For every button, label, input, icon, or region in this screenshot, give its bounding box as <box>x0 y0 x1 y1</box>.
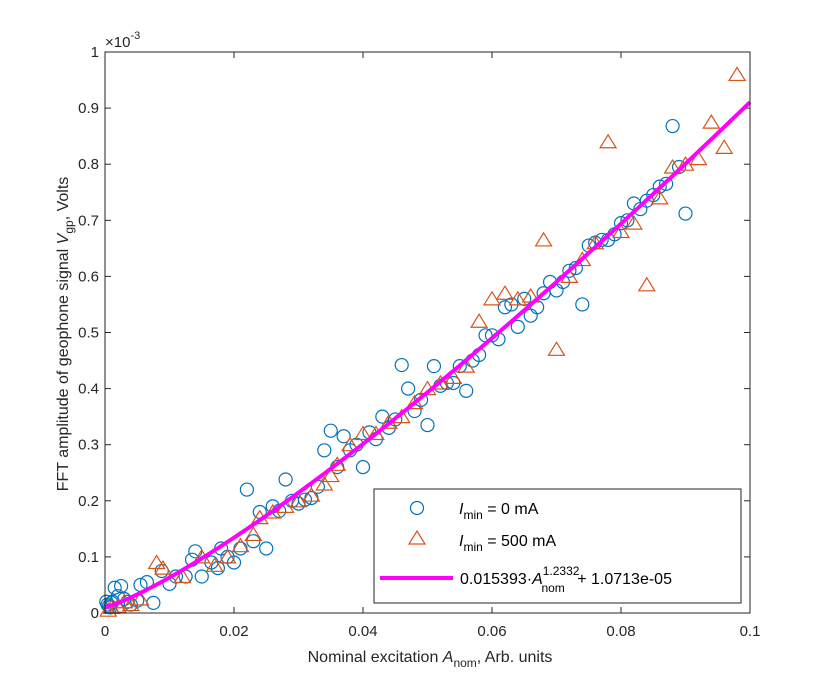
data-point-circle <box>114 578 129 594</box>
data-point-triangle <box>302 487 321 502</box>
y-tick-label: 0 <box>91 605 99 622</box>
data-point-circle <box>194 569 209 584</box>
data-point-circle <box>239 482 254 497</box>
x-tick-label: 0.08 <box>606 623 635 640</box>
data-point-circle <box>146 595 161 611</box>
data-point-triangle <box>470 313 489 328</box>
data-point-triangle <box>573 251 592 267</box>
data-point-triangle <box>444 369 463 384</box>
y-tick-label: 1 <box>91 44 99 61</box>
y-tick-label: 0.8 <box>78 156 99 173</box>
data-point-triangle <box>341 436 360 452</box>
x-tick-label: 0.06 <box>477 623 506 640</box>
data-point-circle <box>355 460 371 475</box>
data-point-triangle <box>689 150 708 166</box>
data-point-circle <box>210 561 225 576</box>
data-point-triangle <box>482 290 502 306</box>
data-point-triangle <box>508 290 527 306</box>
data-point-circle <box>426 359 442 374</box>
data-point-triangle <box>328 456 347 471</box>
data-point-triangle <box>663 158 682 174</box>
data-point-circle <box>510 319 525 334</box>
x-tick-label: 0 <box>101 623 109 640</box>
axes-box <box>104 51 751 614</box>
data-point-circle <box>401 381 416 396</box>
data-point-circle <box>278 472 293 487</box>
data-point-circle <box>575 297 590 312</box>
y-tick-label: 0.9 <box>78 100 99 117</box>
y-tick-label: 0.5 <box>78 325 99 342</box>
data-point-circle <box>246 534 261 549</box>
data-point-triangle <box>205 557 224 572</box>
y-tick-label: 0.6 <box>78 268 99 285</box>
legend-triangle-marker <box>407 529 427 545</box>
legend-box <box>373 488 742 604</box>
data-point-circle <box>188 544 203 559</box>
data-point-triangle <box>289 492 308 508</box>
data-point-circle <box>420 417 435 433</box>
data-point-triangle <box>321 467 340 483</box>
data-point-circle <box>394 357 409 373</box>
data-point-circle <box>652 179 667 194</box>
y-axis-label: FFT amplitude of geophone signal Vgp, Vo… <box>55 177 76 492</box>
data-point-triangle <box>702 113 721 129</box>
data-point-triangle <box>147 554 166 570</box>
data-point-triangle <box>599 133 618 149</box>
x-axis-label: Nominal excitation Anom, Arb. units <box>308 649 553 670</box>
data-point-triangle <box>153 559 173 575</box>
y-tick-label: 0.4 <box>78 381 99 398</box>
data-point-triangle <box>121 596 140 612</box>
data-point-circle <box>317 443 332 458</box>
data-point-circle <box>323 423 338 438</box>
data-point-circle <box>233 541 248 556</box>
legend-label-500mA: Imin = 500 mA <box>459 533 557 554</box>
data-point-triangle <box>99 602 118 617</box>
data-point-circle <box>297 492 313 507</box>
data-point-triangle <box>131 590 150 606</box>
legend: Imin = 0 mA Imin = 500 mA 0.015393·A1.23… <box>373 488 742 604</box>
data-point-triangle <box>728 66 747 82</box>
legend-label-0mA: Imin = 0 mA <box>459 501 539 522</box>
data-point-triangle <box>611 223 631 239</box>
x-tick-label: 0.04 <box>348 623 377 640</box>
data-point-triangle <box>547 341 566 356</box>
data-point-triangle <box>676 156 695 171</box>
fit-curve <box>104 100 752 609</box>
y-tick-label: 0.2 <box>78 493 99 510</box>
data-point-circle <box>497 300 512 315</box>
data-point-circle <box>562 263 577 278</box>
y-tick-label: 0.1 <box>78 549 99 566</box>
data-point-triangle <box>715 139 734 154</box>
legend-label-fit: 0.015393·A1.2332 nom + 1.0713e-05 <box>460 564 672 595</box>
data-point-triangle <box>173 568 192 584</box>
data-point-triangle <box>624 214 643 230</box>
data-point-circle <box>613 216 629 231</box>
y-tick-label: 0.7 <box>78 212 99 229</box>
data-point-circle <box>336 429 351 444</box>
data-point-triangle <box>495 285 514 300</box>
data-point-triangle <box>637 276 656 292</box>
data-point-circle <box>259 541 274 556</box>
x-tick-label: 0.1 <box>740 623 761 640</box>
y-exponent-label: ×10-3 <box>105 30 140 51</box>
y-tick-label: 0.3 <box>78 437 99 454</box>
data-point-triangle <box>231 537 250 553</box>
data-point-triangle <box>650 189 669 205</box>
data-point-triangle <box>244 526 263 542</box>
data-point-triangle <box>315 475 334 491</box>
data-point-triangle <box>218 548 237 564</box>
data-point-circle <box>659 176 674 191</box>
data-point-circle <box>665 118 680 134</box>
legend-circle-marker <box>409 500 425 516</box>
x-tick-label: 0.02 <box>219 623 248 640</box>
data-point-circle <box>107 580 122 595</box>
data-point-circle <box>678 206 693 221</box>
data-point-triangle <box>353 425 373 441</box>
data-point-triangle <box>534 231 553 247</box>
axis-ticks: 0 0.02 0.04 0.06 0.08 0.1 0 0.1 0.2 0.3 0.4 0.5 0.6 0… <box>78 44 760 640</box>
data-point-circle <box>459 383 474 398</box>
